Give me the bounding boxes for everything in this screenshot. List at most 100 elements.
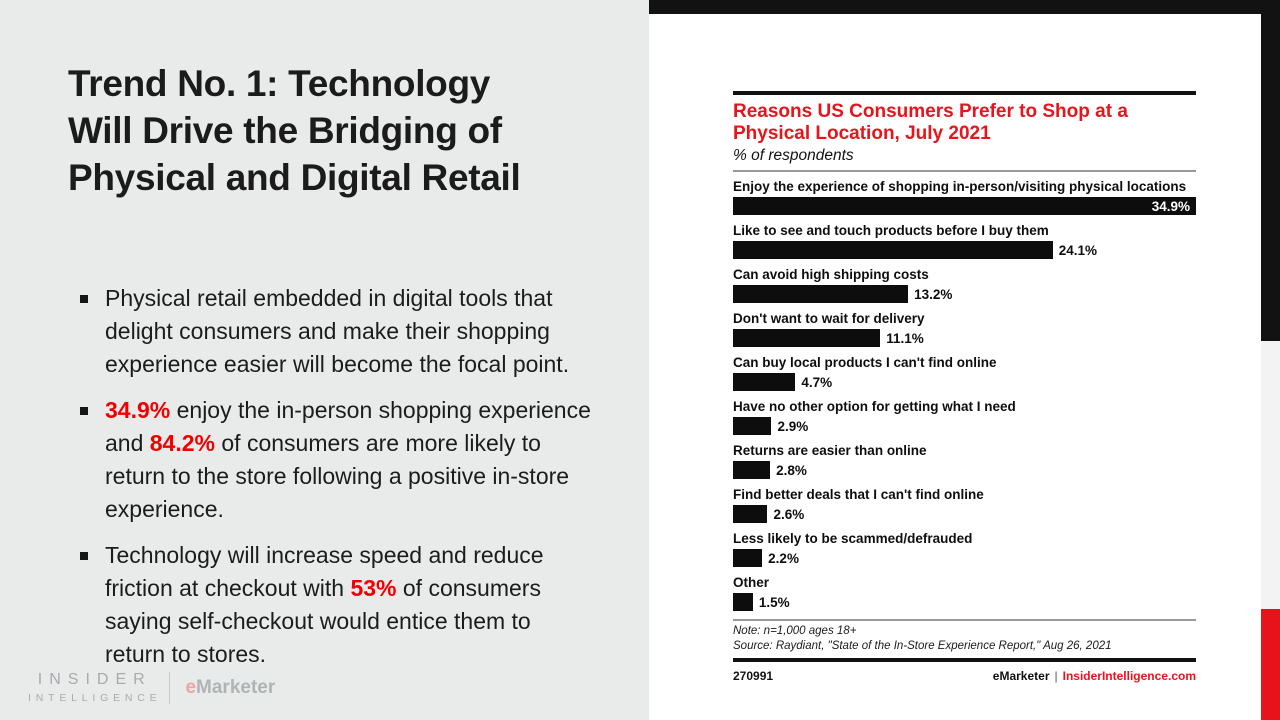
bar bbox=[733, 593, 753, 611]
bar-line: 2.6% bbox=[733, 505, 1196, 523]
right-edge-red-accent bbox=[1261, 609, 1280, 720]
bar bbox=[733, 417, 772, 435]
highlighted-stat: 84.2% bbox=[149, 430, 215, 456]
bar-label: Find better deals that I can't find onli… bbox=[733, 487, 984, 502]
chart-footer: 270991 eMarketer | InsiderIntelligence.com bbox=[733, 667, 1196, 685]
bullet-marker bbox=[80, 552, 88, 560]
right-edge-black-accent bbox=[1261, 0, 1280, 341]
bar-line: 2.9% bbox=[733, 417, 1196, 435]
bar-label: Have no other option for getting what I … bbox=[733, 399, 1016, 414]
bullet-item: 34.9% enjoy the in-person shopping exper… bbox=[80, 394, 592, 526]
logo-divider bbox=[169, 671, 171, 704]
slide-title: Trend No. 1: Technology Will Drive the B… bbox=[68, 60, 521, 201]
bar-row: Like to see and touch products before I … bbox=[733, 223, 1196, 259]
bar-label: Returns are easier than online bbox=[733, 443, 927, 458]
emarketer-e: e bbox=[185, 676, 197, 698]
bullet-text-segment: Physical retail embedded in digital tool… bbox=[105, 285, 570, 377]
bar-value: 34.9% bbox=[1151, 198, 1190, 214]
logo-line-intelligence: INTELLIGENCE bbox=[28, 692, 162, 704]
bar-row: Have no other option for getting what I … bbox=[733, 399, 1196, 435]
bullet-text: 34.9% enjoy the in-person shopping exper… bbox=[105, 394, 592, 526]
chart-title-line-2: Physical Location, July 2021 bbox=[733, 122, 991, 144]
bar-value: 11.1% bbox=[886, 330, 924, 346]
bar-label: Don't want to wait for delivery bbox=[733, 311, 925, 326]
bar-label: Other bbox=[733, 575, 770, 590]
top-accent-bar bbox=[649, 0, 1280, 14]
insider-intelligence-logo: INSIDER INTELLIGENCE eMarketer bbox=[28, 671, 275, 704]
bar-value: 2.6% bbox=[773, 506, 805, 522]
bullet-marker bbox=[80, 295, 88, 303]
bar-value: 2.2% bbox=[768, 550, 799, 566]
bar-row: Less likely to be scammed/defrauded 2.2% bbox=[733, 531, 1196, 567]
bar-value: 2.8% bbox=[776, 462, 807, 478]
bar bbox=[733, 373, 796, 391]
right-edge-gray-accent bbox=[1261, 341, 1280, 609]
chart-top-rule bbox=[733, 91, 1196, 95]
bar-line: 13.2% bbox=[733, 285, 1196, 303]
chart-id: 270991 bbox=[733, 669, 774, 683]
bullet-text: Physical retail embedded in digital tool… bbox=[105, 282, 592, 381]
bar-row: Other 1.5% bbox=[733, 575, 1196, 611]
bar-line: 1.5% bbox=[733, 593, 1196, 611]
bar-value: 4.7% bbox=[801, 374, 833, 390]
bar-label: Enjoy the experience of shopping in-pers… bbox=[733, 179, 1187, 194]
chart-note-rule bbox=[733, 619, 1196, 621]
bar-value: 13.2% bbox=[914, 286, 953, 302]
chart-source: Source: Raydiant, "State of the In-Store… bbox=[733, 640, 1112, 652]
chart-header-rule bbox=[733, 170, 1196, 172]
bar bbox=[733, 505, 768, 523]
bar-line: 2.2% bbox=[733, 549, 1196, 567]
bar-line: 24.1% bbox=[733, 241, 1196, 259]
bar-label: Like to see and touch products before I … bbox=[733, 223, 1049, 238]
highlighted-stat: 53% bbox=[350, 575, 397, 601]
bar-value: 1.5% bbox=[758, 594, 790, 610]
slide-title-line-3: Physical and Digital Retail bbox=[68, 157, 521, 198]
bullet-text: Technology will increase speed and reduc… bbox=[105, 539, 592, 671]
footer-emarketer: eMarketer bbox=[992, 669, 1050, 683]
bullet-marker bbox=[80, 407, 88, 415]
bullet-item: Technology will increase speed and reduc… bbox=[80, 539, 592, 671]
bar-row: Returns are easier than online 2.8% bbox=[733, 443, 1196, 479]
bullet-list: Physical retail embedded in digital tool… bbox=[80, 282, 592, 684]
bullet-text-segment: of consumers are more likely to return t… bbox=[105, 430, 570, 522]
chart-note: Note: n=1,000 ages 18+ bbox=[733, 625, 857, 637]
emarketer-rest: Marketer bbox=[196, 676, 276, 698]
highlighted-stat: 34.9% bbox=[105, 397, 171, 423]
bar: 34.9% bbox=[733, 197, 1196, 215]
logo-line-insider: INSIDER bbox=[37, 671, 152, 688]
slide-title-line-2: Will Drive the Bridging of bbox=[68, 110, 502, 151]
bar-value: 2.9% bbox=[777, 418, 809, 434]
bar-line: 2.8% bbox=[733, 461, 1196, 479]
slide-content-panel: Trend No. 1: Technology Will Drive the B… bbox=[0, 0, 649, 720]
bullet-text-segment: Technology will increase speed and reduc… bbox=[105, 542, 544, 601]
bar-line: 34.9% bbox=[733, 197, 1196, 215]
bar bbox=[733, 549, 763, 567]
chart-footer-brand: eMarketer | InsiderIntelligence.com bbox=[993, 667, 1196, 685]
bar bbox=[733, 461, 771, 479]
bullet-text-segment: of consumers saying self-checkout would … bbox=[105, 575, 541, 667]
bar-row: Enjoy the experience of shopping in-pers… bbox=[733, 179, 1196, 215]
chart-subtitle: % of respondents bbox=[733, 147, 854, 164]
bullet-item: Physical retail embedded in digital tool… bbox=[80, 282, 592, 381]
slide-title-line-1: Trend No. 1: Technology bbox=[68, 63, 491, 104]
bar-label: Can avoid high shipping costs bbox=[733, 267, 929, 282]
chart-card: Reasons US Consumers Prefer to Shop at a… bbox=[733, 91, 1196, 685]
bar-row: Can buy local products I can't find onli… bbox=[733, 355, 1196, 391]
bar-row: Can avoid high shipping costs 13.2% bbox=[733, 267, 1196, 303]
emarketer-wordmark: eMarketer bbox=[185, 677, 275, 699]
chart-bottom-rule bbox=[733, 658, 1196, 662]
bar-label: Can buy local products I can't find onli… bbox=[733, 355, 997, 370]
insider-intelligence-wordmark: INSIDER INTELLIGENCE bbox=[28, 671, 161, 704]
bar-row: Don't want to wait for delivery 11.1% bbox=[733, 311, 1196, 347]
chart-title: Reasons US Consumers Prefer to Shop at a… bbox=[733, 101, 1196, 144]
bar-value: 24.1% bbox=[1058, 242, 1097, 258]
bar-chart: Enjoy the experience of shopping in-pers… bbox=[733, 179, 1196, 611]
bar bbox=[733, 241, 1053, 259]
bar-row: Find better deals that I can't find onli… bbox=[733, 487, 1196, 523]
bullet-text-segment: enjoy the in-person shopping experience … bbox=[105, 397, 591, 456]
footer-separator: | bbox=[1054, 669, 1058, 683]
bar-label: Less likely to be scammed/defrauded bbox=[733, 531, 973, 546]
bar bbox=[733, 285, 909, 303]
chart-title-line-1: Reasons US Consumers Prefer to Shop at a bbox=[733, 101, 1128, 122]
footer-site: InsiderIntelligence.com bbox=[1062, 669, 1196, 683]
